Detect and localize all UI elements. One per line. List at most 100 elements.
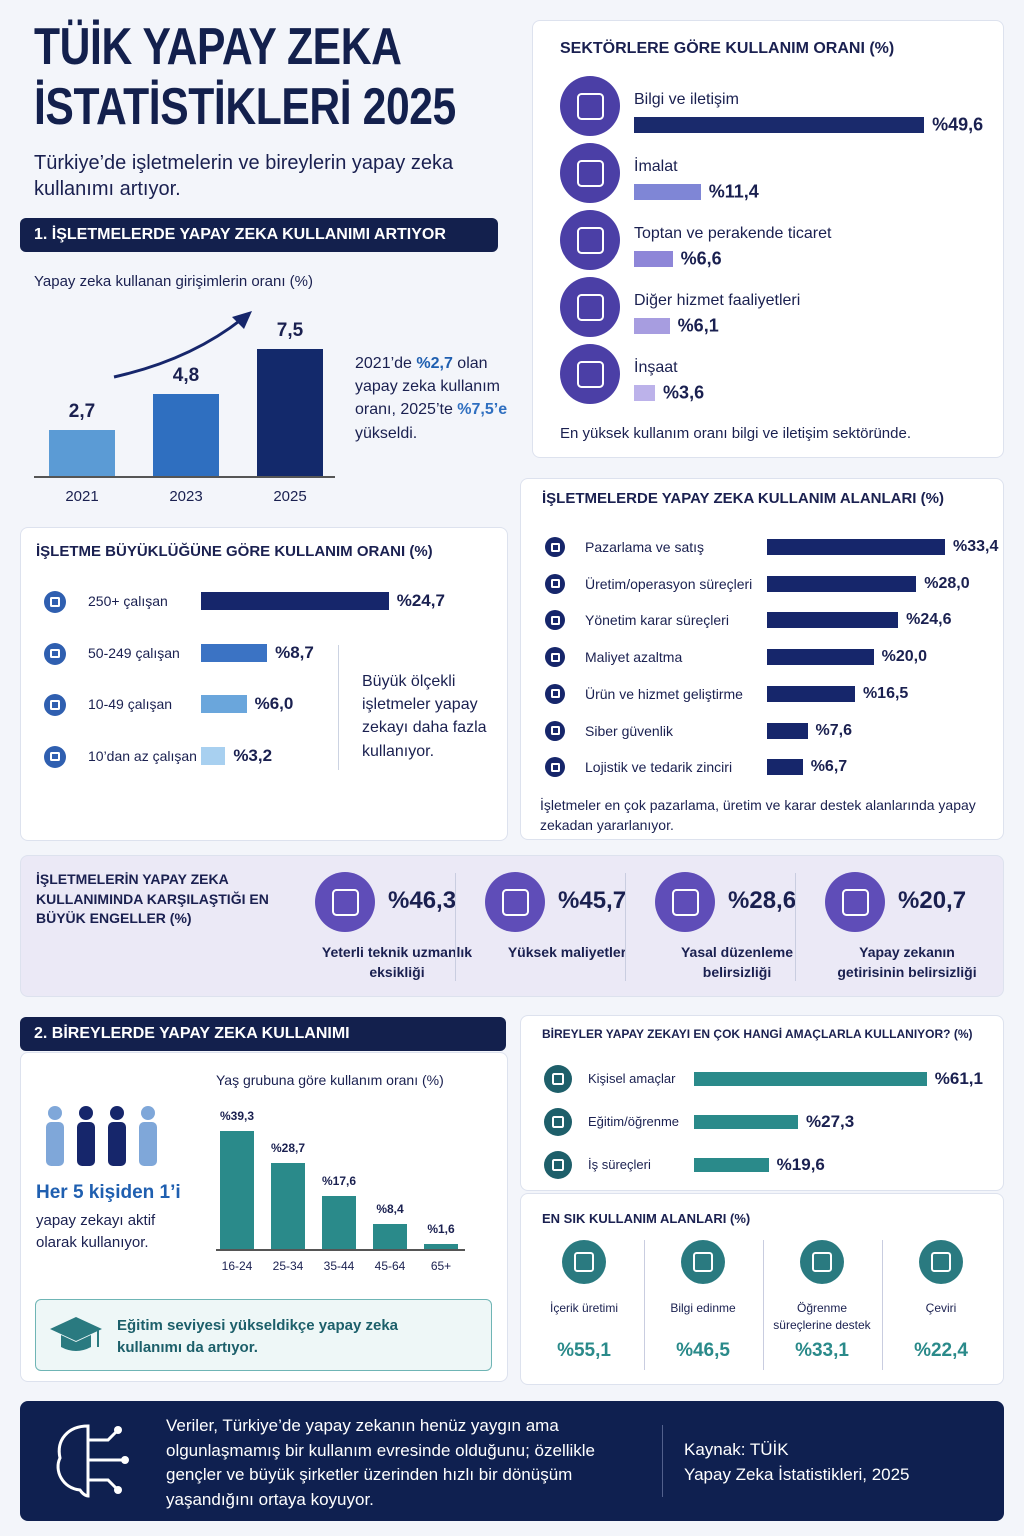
icon-glyph: [331, 888, 359, 916]
value-label: 4,8: [172, 365, 200, 387]
icon: [655, 872, 715, 932]
icon-glyph: [576, 293, 604, 321]
category-label: Eğitim/öğrenme: [588, 1114, 680, 1129]
icon-glyph: [50, 597, 60, 607]
areas-panel: [520, 478, 1004, 840]
category-label: 10-49 çalışan: [88, 696, 173, 712]
category-label: İmalat: [634, 158, 678, 175]
value-label: %39,3: [219, 1109, 255, 1124]
source-detail: Yapay Zeka İstatistikleri, 2025: [684, 1465, 910, 1484]
stat-label: İçerik üretimi: [549, 1301, 618, 1315]
bar: [373, 1223, 407, 1249]
chart-title: Yaş grubuna göre kullanım oranı (%): [216, 1072, 444, 1088]
value-label: %49,6: [932, 114, 984, 135]
trend-arrow: [113, 311, 252, 379]
chart-title: İŞLETME BÜYÜKLÜĞÜNE GÖRE KULLANIM ORANI …: [36, 543, 433, 560]
bar: [767, 539, 946, 555]
size-panel: [20, 527, 508, 841]
icon-glyph: [550, 542, 560, 552]
icon: [560, 76, 620, 136]
x-tick-label: 45-64: [374, 1259, 406, 1273]
value-label: %61,1: [934, 1069, 983, 1088]
icon: [485, 872, 545, 932]
value-label: %27,3: [806, 1112, 855, 1131]
category-label: Ürün ve hizmet geliştirme: [585, 685, 743, 702]
divider: [643, 1240, 645, 1370]
value-label: %33,4: [953, 538, 999, 555]
category-label: Üretim/operasyon süreçleri: [585, 575, 753, 592]
x-tick-label: 35-44: [323, 1259, 355, 1273]
value-label: %24,7: [396, 591, 445, 610]
bar: [634, 117, 925, 133]
category-label: Toptan ve perakende ticaret: [634, 225, 832, 242]
icon-glyph: [550, 726, 560, 735]
highlight-text: yapay zekayı aktif olarak kullanıyor.: [36, 1212, 156, 1251]
stat-label: Öğrenme süreçlerine destek: [773, 1301, 871, 1333]
category-label: Siber güvenlik: [585, 722, 673, 739]
category-label: 10’dan az çalışan: [88, 747, 197, 764]
chart-title: SEKTÖRLERE GÖRE KULLANIM ORANI (%): [560, 40, 895, 57]
icon-glyph: [841, 888, 869, 916]
x-axis: [34, 476, 335, 478]
divider: [795, 873, 796, 981]
x-tick-label: 2021: [65, 488, 99, 505]
icon-glyph: [550, 579, 560, 589]
value-label: %3,2: [233, 745, 273, 765]
icon: [560, 344, 620, 404]
icon-glyph: [671, 888, 699, 916]
icon: [315, 872, 375, 932]
value-label: %6,7: [810, 758, 848, 776]
icon-glyph: [812, 1252, 832, 1272]
value-label: %16,5: [862, 684, 909, 702]
category-label: Lojistik ve tedarik zinciri: [585, 759, 733, 776]
bar: [271, 1162, 305, 1249]
bar: [49, 430, 115, 476]
brain-icon: [56, 1424, 129, 1498]
icon-glyph: [576, 159, 604, 187]
value-label: %28,7: [270, 1140, 306, 1155]
category-label: 250+ çalışan: [88, 593, 168, 609]
divider: [881, 1240, 883, 1370]
chart-note: İşletmeler en çok pazarlama, üretim ve k…: [540, 797, 976, 834]
x-axis: [216, 1249, 465, 1251]
icon: [560, 210, 620, 270]
stat-label: Yeterli teknik uzmanlık eksikliği: [321, 944, 473, 981]
annotation-part: %7,5’e: [457, 401, 508, 419]
divider: [625, 873, 626, 981]
stat-value: %46,3: [388, 887, 457, 914]
value-label: %7,6: [815, 721, 852, 739]
value-label: %20,0: [881, 648, 927, 666]
value-label: %1,6: [427, 1222, 455, 1237]
stat-value: %22,4: [914, 1340, 968, 1361]
value-label: %8,7: [275, 642, 314, 662]
cap-icon: [50, 1317, 102, 1351]
chart-title: Yapay zeka kullanan girişimlerin oranı (…: [34, 273, 314, 290]
bar: [767, 649, 874, 666]
bar: [201, 592, 389, 610]
bar: [694, 1158, 769, 1172]
highlight: Her 5 kişiden 1’i: [36, 1182, 181, 1203]
icon: [544, 1108, 572, 1136]
bar: [694, 1072, 927, 1086]
bar: [767, 722, 808, 739]
category-label: Pazarlama ve satış: [585, 539, 705, 555]
page-subtitle: Türkiye’de işletmelerin ve bireylerin ya…: [34, 152, 454, 200]
footer-text: Veriler, Türkiye’de yapay zekanın henüz …: [166, 1416, 596, 1509]
icon: [562, 1240, 606, 1284]
value-label: %28,0: [924, 574, 970, 592]
bar: [767, 612, 899, 629]
annotation-part: 2021’de: [355, 355, 417, 372]
bar: [201, 746, 226, 765]
icon-glyph: [576, 360, 604, 388]
icon-glyph: [550, 652, 560, 662]
icon-glyph: [551, 1158, 565, 1172]
value-label: %19,6: [776, 1155, 825, 1174]
icon: [44, 642, 66, 665]
value-label: %6,0: [254, 694, 294, 713]
icon: [681, 1240, 725, 1284]
bar: [767, 759, 803, 776]
icon-glyph: [550, 615, 560, 625]
page-title: TÜİK YAPAY ZEKA İSTATİSTİKLERİ 2025: [34, 18, 456, 136]
value-label: %3,6: [663, 382, 705, 403]
footer: [20, 1401, 1004, 1521]
